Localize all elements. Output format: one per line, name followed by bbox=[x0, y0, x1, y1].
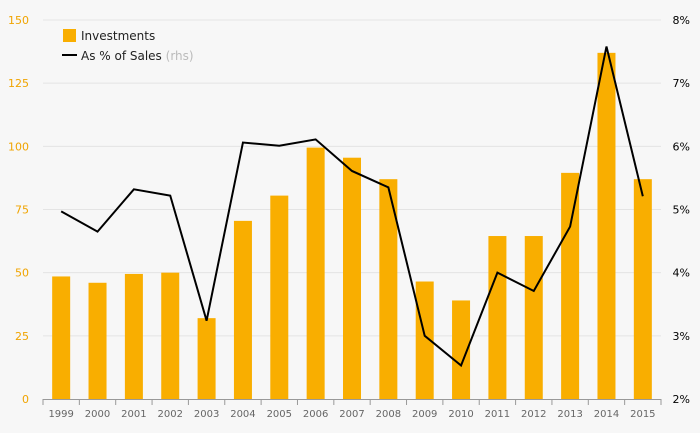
legend-swatch-investments bbox=[63, 29, 76, 42]
legend-label-sales-pct-name: As % of Sales bbox=[81, 49, 162, 63]
bar-investments bbox=[343, 157, 361, 399]
bar-investments bbox=[52, 276, 71, 399]
bar-investments bbox=[488, 236, 507, 399]
bar-investments bbox=[124, 273, 143, 399]
right-axis-tick-label: 2% bbox=[673, 393, 690, 406]
legend-label-investments: Investments bbox=[81, 29, 155, 43]
x-axis-tick-label: 2000 bbox=[85, 409, 110, 420]
x-axis-tick-label: 2005 bbox=[267, 409, 292, 420]
x-axis-tick-label: 2015 bbox=[630, 409, 655, 420]
x-axis-tick-label: 2006 bbox=[303, 409, 328, 420]
bar-investments bbox=[415, 281, 434, 399]
x-axis-tick-label: 2007 bbox=[339, 409, 364, 420]
left-axis-tick-label: 50 bbox=[15, 267, 29, 280]
legend-label-sales-pct-suffix: (rhs) bbox=[166, 49, 194, 63]
x-axis-tick-label: 2003 bbox=[194, 409, 219, 420]
x-axis-tick-label: 1999 bbox=[48, 409, 73, 420]
legend-label-sales-pct: As % of Sales (rhs) bbox=[81, 49, 194, 63]
bar-investments bbox=[161, 272, 180, 399]
x-axis-tick-label: 2011 bbox=[485, 409, 510, 420]
left-axis-tick-label: 150 bbox=[8, 14, 29, 27]
bar-investments bbox=[524, 236, 543, 399]
x-axis-tick-label: 2013 bbox=[557, 409, 582, 420]
right-axis-tick-label: 7% bbox=[673, 77, 690, 90]
right-axis-tick-label: 5% bbox=[673, 204, 690, 217]
bar-investments bbox=[561, 172, 580, 399]
right-axis-tick-label: 8% bbox=[673, 14, 690, 27]
right-axis-tick-label: 4% bbox=[673, 267, 690, 280]
bar-investments bbox=[270, 195, 289, 399]
bar-investments bbox=[306, 147, 325, 399]
x-axis-tick-label: 2002 bbox=[158, 409, 183, 420]
axes: 0 25 50 75 100 125 150 2% 3% 4% 5% 6% 7% 8% 1999 2000 20… bbox=[8, 14, 690, 420]
x-axis-tick-label: 2012 bbox=[521, 409, 546, 420]
left-axis-tick-label: 100 bbox=[8, 140, 29, 153]
left-axis-tick-label: 0 bbox=[22, 393, 29, 406]
x-axis-tick-label: 2014 bbox=[594, 409, 619, 420]
x-axis-tick-label: 2001 bbox=[121, 409, 146, 420]
bar-investments bbox=[233, 220, 252, 399]
right-axis-tick-label: 6% bbox=[673, 140, 690, 153]
line-series bbox=[60, 46, 644, 368]
bar-investments bbox=[88, 282, 107, 399]
bar-investments bbox=[633, 179, 652, 399]
x-axis-tick-label: 2004 bbox=[230, 409, 255, 420]
bar-investments bbox=[197, 318, 216, 399]
x-axis-tick-label: 2010 bbox=[448, 409, 473, 420]
x-axis-tick-label: 2008 bbox=[376, 409, 401, 420]
left-axis-tick-label: 75 bbox=[15, 204, 29, 217]
x-axis-tick-label: 2009 bbox=[412, 409, 437, 420]
bars bbox=[52, 52, 652, 399]
left-axis-tick-label: 25 bbox=[15, 330, 29, 343]
bar-investments bbox=[379, 179, 398, 399]
left-axis-tick-label: 125 bbox=[8, 77, 29, 90]
bar-investments bbox=[452, 300, 471, 399]
bar-investments bbox=[597, 52, 616, 399]
legend: Investments As % of Sales (rhs) bbox=[62, 29, 194, 63]
right-axis-tick-label: 3% bbox=[673, 330, 690, 343]
